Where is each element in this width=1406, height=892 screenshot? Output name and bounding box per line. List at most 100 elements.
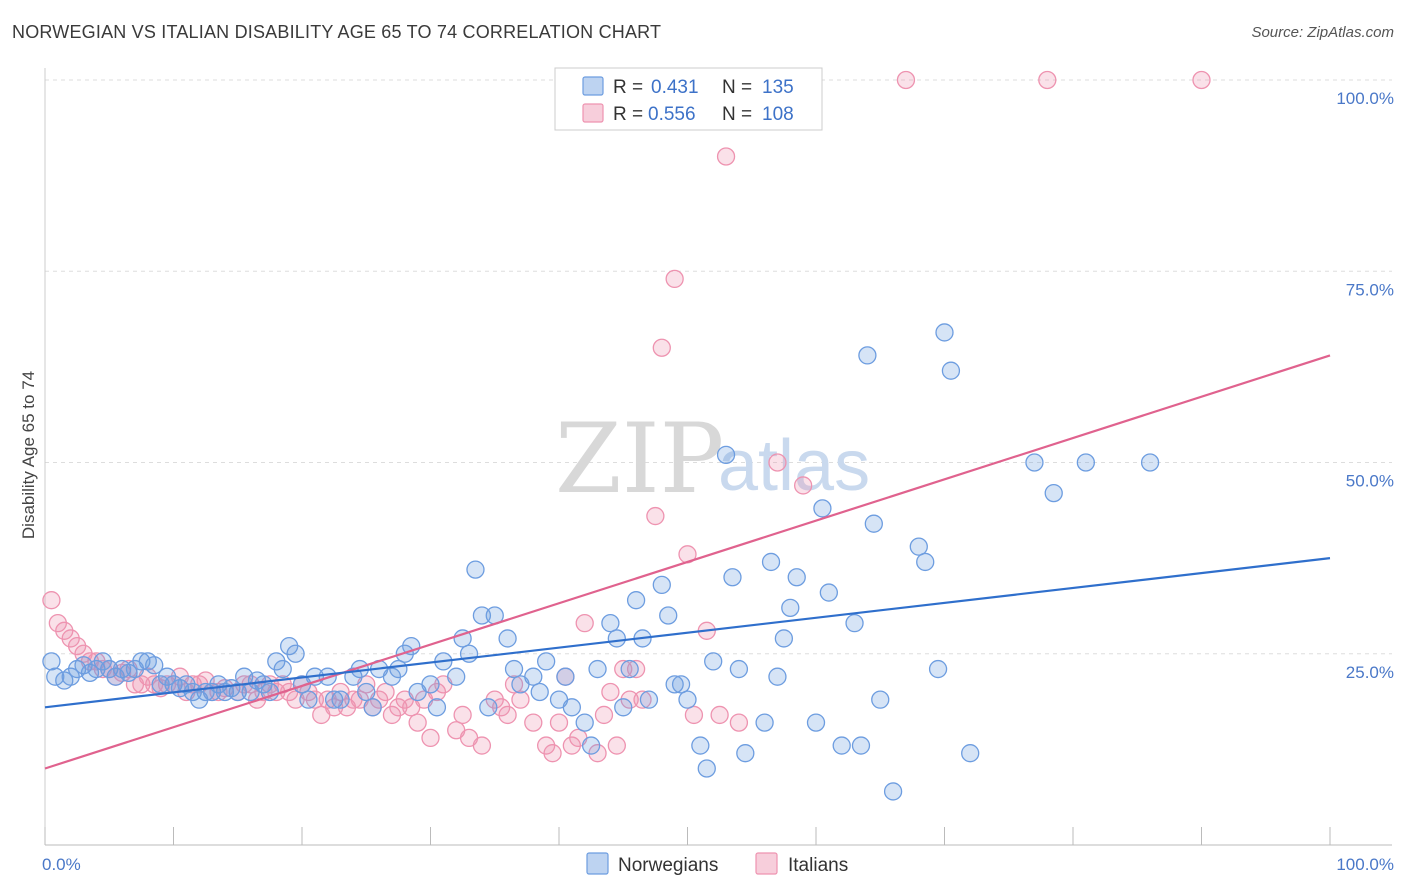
norwegians-points bbox=[42, 323, 1160, 801]
italians-point-84 bbox=[626, 659, 646, 679]
norwegians-point-61 bbox=[466, 560, 485, 579]
norwegians-point-74 bbox=[575, 713, 594, 732]
norwegians-point-87 bbox=[671, 675, 691, 694]
italians-point-64 bbox=[472, 736, 492, 755]
italians-point-100 bbox=[1192, 70, 1211, 90]
italians-point-94 bbox=[729, 713, 749, 732]
norwegians-point-118 bbox=[1025, 453, 1044, 472]
norwegians-point-0 bbox=[42, 652, 61, 671]
y-tick-label-1: 50.0% bbox=[1346, 472, 1394, 491]
norwegians-trend-line bbox=[44, 557, 1331, 709]
x-tick-label-0: 0.0% bbox=[42, 855, 81, 874]
italians-point-80 bbox=[601, 682, 620, 702]
norwegians-point-115 bbox=[935, 323, 954, 342]
italians-points bbox=[42, 70, 1211, 763]
norwegians-point-63 bbox=[479, 698, 498, 717]
norwegians-point-111 bbox=[883, 782, 903, 801]
norwegians-point-104 bbox=[819, 583, 838, 602]
norwegians-point-88 bbox=[678, 690, 697, 709]
norwegians-point-97 bbox=[761, 552, 781, 572]
watermark: ZIP atlas bbox=[555, 403, 870, 515]
norwegians-point-116 bbox=[941, 361, 961, 380]
norwegians-point-107 bbox=[851, 736, 871, 755]
italians-point-88 bbox=[665, 269, 684, 289]
norwegians-point-79 bbox=[614, 698, 633, 717]
norwegians-point-110 bbox=[871, 690, 890, 709]
legend-swatch-bottom-italians bbox=[755, 852, 778, 875]
norwegians-point-62 bbox=[472, 606, 492, 625]
norwegians-point-102 bbox=[806, 713, 826, 732]
norwegians-point-119 bbox=[1044, 483, 1063, 503]
y-tick-label-2: 75.0% bbox=[1346, 280, 1394, 299]
norwegians-point-114 bbox=[928, 659, 948, 679]
correlation-legend: R = 0.431 N = 135 R = 0.556 N = 108 bbox=[554, 67, 823, 131]
norwegians-point-85 bbox=[659, 606, 678, 625]
norwegians-point-78 bbox=[607, 629, 626, 648]
italians-point-92 bbox=[710, 705, 729, 725]
norwegians-point-95 bbox=[736, 744, 755, 763]
x-tick-labels: 0.0% 100.0% bbox=[42, 855, 1394, 874]
italians-point-77 bbox=[575, 614, 594, 633]
norwegians-point-99 bbox=[774, 629, 794, 648]
norwegians-point-56 bbox=[427, 698, 447, 717]
norwegians-point-59 bbox=[453, 629, 472, 648]
italians-point-70 bbox=[524, 713, 543, 732]
norwegians-point-51 bbox=[389, 659, 408, 679]
legend-n-label-italians: N = bbox=[722, 104, 752, 125]
x-tick-label-1: 100.0% bbox=[1336, 855, 1394, 874]
y-axis-label: Disability Age 65 to 74 bbox=[19, 371, 38, 539]
legend-n-value-norwegians: 135 bbox=[762, 77, 794, 98]
legend-label-norwegians: Norwegians bbox=[618, 855, 718, 876]
legend-n-label-norwegians: N = bbox=[722, 77, 752, 98]
axes bbox=[44, 68, 1392, 846]
norwegians-point-1 bbox=[46, 667, 65, 686]
italians-point-73 bbox=[549, 713, 569, 732]
italians-point-82 bbox=[614, 659, 633, 679]
norwegians-point-96 bbox=[755, 713, 774, 732]
italians-point-99 bbox=[1038, 70, 1057, 90]
norwegians-point-105 bbox=[832, 736, 851, 755]
norwegians-point-72 bbox=[556, 667, 575, 686]
norwegians-point-29 bbox=[228, 682, 247, 702]
norwegians-point-89 bbox=[691, 736, 710, 755]
norwegians-point-108 bbox=[858, 346, 877, 365]
legend-n-value-italians: 108 bbox=[762, 104, 794, 125]
norwegians-point-81 bbox=[626, 591, 646, 610]
norwegians-point-92 bbox=[716, 445, 736, 465]
italians-point-85 bbox=[633, 690, 652, 709]
norwegians-point-100 bbox=[781, 598, 800, 617]
norwegians-point-93 bbox=[723, 568, 742, 587]
norwegians-point-112 bbox=[909, 537, 928, 556]
italians-point-67 bbox=[498, 705, 517, 725]
italians-point-87 bbox=[652, 338, 671, 357]
norwegians-point-16 bbox=[145, 656, 164, 675]
trend-lines bbox=[44, 354, 1331, 770]
norwegians-point-55 bbox=[421, 675, 440, 694]
norwegians-point-69 bbox=[530, 682, 549, 702]
norwegians-point-80 bbox=[620, 659, 639, 679]
source-note: Source: ZipAtlas.com bbox=[1251, 24, 1394, 41]
italians-point-93 bbox=[716, 147, 736, 166]
norwegians-point-83 bbox=[639, 690, 659, 709]
norwegians-point-121 bbox=[1140, 453, 1160, 472]
legend-swatch-bottom-norwegians bbox=[586, 852, 609, 875]
italians-point-62 bbox=[453, 705, 472, 725]
norwegians-point-94 bbox=[729, 659, 749, 679]
italians-point-96 bbox=[768, 453, 787, 472]
norwegians-point-98 bbox=[768, 667, 787, 686]
chart-title: NORWEGIAN VS ITALIAN DISABILITY AGE 65 T… bbox=[12, 22, 662, 42]
norwegians-point-77 bbox=[601, 614, 620, 633]
norwegians-point-68 bbox=[524, 667, 543, 686]
norwegians-point-73 bbox=[562, 698, 581, 717]
legend-r-label-italians: R = bbox=[613, 104, 643, 125]
legend-label-italians: Italians bbox=[788, 855, 848, 876]
legend-r-value-italians: 0.556 bbox=[648, 104, 696, 125]
italians-point-97 bbox=[794, 476, 813, 495]
italians-point-40 bbox=[305, 690, 325, 709]
italians-point-86 bbox=[646, 506, 665, 526]
norwegians-point-38 bbox=[286, 644, 305, 663]
norwegians-point-113 bbox=[916, 552, 935, 572]
italians-point-0 bbox=[42, 591, 61, 610]
italians-point-90 bbox=[684, 705, 704, 725]
